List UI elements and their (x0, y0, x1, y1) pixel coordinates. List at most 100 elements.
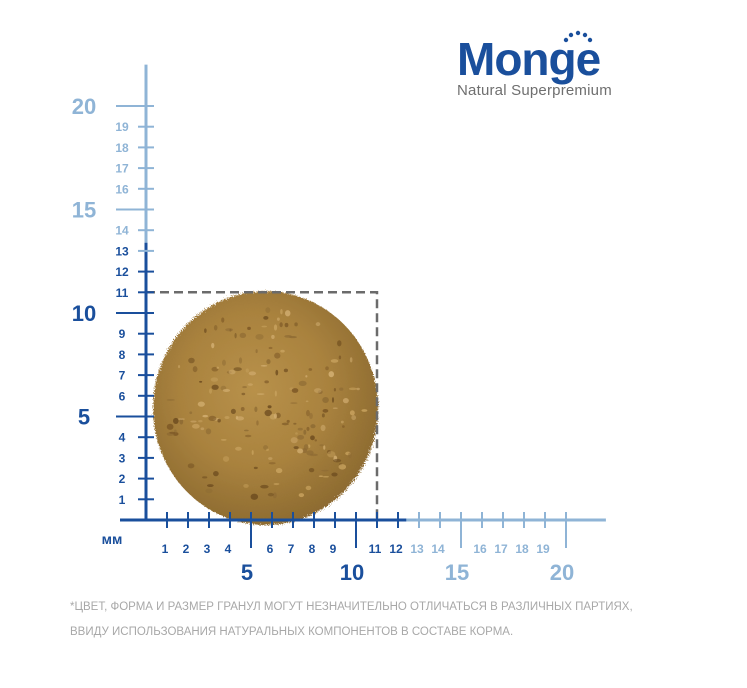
kibble-speck (273, 324, 278, 331)
kibble-speck (310, 424, 316, 429)
kibble-speck (217, 418, 221, 423)
crown-icon (563, 30, 593, 43)
kibble-speck (284, 310, 291, 317)
kibble-speck (238, 357, 243, 364)
x-tick-label: 11 (369, 542, 382, 556)
kibble-speck (331, 472, 338, 477)
kibble-speck (333, 458, 342, 463)
kibble-speck (321, 413, 325, 418)
kibble-speck (266, 359, 271, 365)
kibble-speck (188, 357, 195, 364)
kibble-speck (308, 467, 315, 473)
x-major-label: 15 (445, 560, 469, 585)
kibble-speck (235, 416, 245, 421)
kibble-speck (286, 419, 290, 423)
y-tick-label: 17 (115, 162, 129, 176)
kibble-speck (216, 366, 220, 369)
kibble-speck (294, 322, 298, 327)
y-tick-label: 1 (119, 493, 126, 507)
kibble-speck (361, 409, 368, 412)
kibble-speck (291, 388, 299, 393)
kibble-speck (306, 409, 310, 417)
kibble-speck (226, 371, 232, 374)
kibble-speck (349, 357, 353, 363)
kibble-speck (305, 485, 312, 491)
kibble-texture (166, 307, 368, 500)
kibble-speck (220, 439, 227, 441)
x-tick-label: 4 (225, 542, 232, 556)
kibble-speck (256, 393, 265, 395)
kibble-speck (268, 462, 276, 465)
kibble-speck (240, 407, 245, 411)
kibble-speck (330, 359, 339, 363)
kibble-speck (177, 365, 181, 369)
kibble-speck (306, 450, 314, 456)
kibble-speck (199, 380, 203, 383)
kibble-speck (254, 406, 258, 413)
kibble-speck (235, 446, 242, 451)
kibble-speck (318, 475, 323, 478)
kibble-speck (198, 420, 203, 423)
kibble-speck (255, 349, 258, 354)
kibble-speck (264, 380, 269, 384)
kibble-speck (166, 399, 175, 401)
kibble-speck (310, 435, 315, 441)
kibble-speck (283, 368, 289, 373)
kibble-speck (189, 411, 193, 415)
kibble-speck (349, 410, 355, 416)
y-tick-label: 4 (119, 431, 126, 445)
y-major-label: 5 (78, 405, 90, 430)
kibble-speck (251, 450, 254, 455)
kibble-speck (172, 417, 179, 424)
kibble-speck (356, 387, 360, 391)
kibble-speck (314, 439, 318, 442)
kibble-speck (245, 368, 249, 373)
x-tick-label: 14 (431, 542, 445, 556)
kibble-speck (197, 401, 205, 407)
kibble-speck (280, 308, 283, 315)
kibble-speck (305, 400, 309, 403)
unit-label: мм (102, 531, 123, 547)
kibble-speck (342, 425, 345, 428)
kibble-speck (348, 452, 352, 459)
kibble-speck (244, 429, 249, 432)
kibble-speck (243, 483, 249, 488)
kibble-body (153, 291, 378, 525)
kibble-speck (166, 423, 174, 430)
kibble-speck (297, 448, 304, 454)
x-tick-label: 13 (410, 542, 424, 556)
kibble-speck (340, 420, 344, 424)
y-tick-label: 13 (115, 244, 129, 258)
kibble-speck (192, 366, 198, 373)
kibble-speck (268, 346, 273, 350)
y-tick-label: 3 (119, 451, 126, 465)
kibble-speck (280, 349, 285, 353)
kibble-speck (295, 432, 298, 435)
kibble-speck (222, 359, 226, 366)
kibble-speck (265, 307, 271, 313)
kibble-speck (303, 429, 307, 435)
kibble-speck (225, 328, 234, 332)
kibble-size-guide (146, 291, 379, 520)
kibble-speck (248, 371, 257, 376)
y-tick-label: 18 (115, 141, 129, 155)
kibble-speck (315, 322, 321, 327)
kibble-speck (273, 482, 280, 486)
y-tick-label: 7 (119, 369, 126, 383)
kibble-speck (333, 387, 337, 392)
kibble-speck (208, 415, 217, 422)
kibble-speck (274, 390, 277, 397)
kibble-speck (342, 398, 349, 404)
kibble-speck (202, 476, 208, 479)
y-tick-label: 12 (115, 265, 129, 279)
kibble-speck (202, 414, 209, 418)
kibble-speck (242, 386, 247, 389)
kibble-speck (250, 493, 259, 500)
x-tick-label: 6 (267, 542, 274, 556)
kibble-speck (247, 326, 251, 331)
kibble-speck (241, 392, 246, 396)
logo-tagline: Natural Superpremium (457, 82, 612, 99)
kibble-speck (263, 316, 269, 320)
kibble-speck (272, 492, 277, 499)
